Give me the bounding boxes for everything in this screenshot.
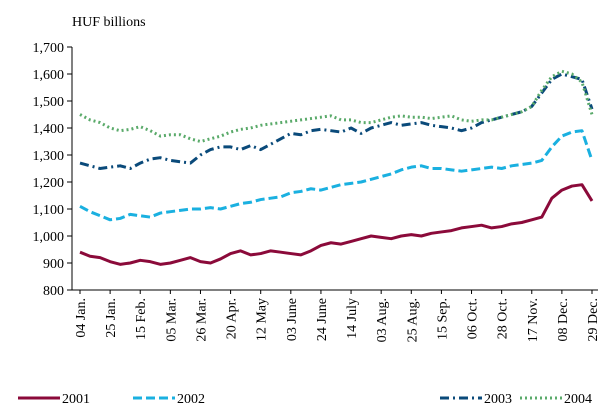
x-tick-label: 15 Sep.	[435, 298, 450, 340]
x-tick-label: 12 May	[255, 298, 270, 341]
legend-label: 2003	[484, 392, 512, 407]
line-series	[79, 72, 594, 170]
y-tick-label: 1,000	[33, 230, 65, 245]
y-tick-label: 1,500	[33, 95, 65, 110]
x-tick-label: 25 Jan.	[104, 298, 119, 338]
y-tick-label: 1,200	[33, 176, 65, 191]
x-tick-label: 14 July	[345, 298, 360, 339]
y-tick-label: 1,700	[33, 41, 65, 56]
x-tick-label: 29 Dec.	[586, 298, 601, 342]
line-series	[79, 183, 594, 266]
y-tick-label: 1,100	[33, 203, 65, 218]
y-tick-label: 1,400	[33, 122, 65, 137]
line-series	[79, 69, 594, 143]
x-tick-label: 20 Apr.	[225, 298, 240, 339]
y-tick-label: 900	[43, 257, 64, 272]
legend-label: 2001	[62, 392, 90, 407]
y-tick-label: 1,300	[33, 149, 65, 164]
legend-label: 2002	[177, 392, 205, 407]
x-tick-label: 26 Mar.	[194, 298, 209, 342]
legend-label: 2004	[564, 392, 592, 407]
x-tick-label: 24 June	[315, 298, 330, 341]
y-tick-label: 1,600	[33, 68, 65, 83]
x-tick-label: 28 Oct.	[496, 298, 511, 339]
x-tick-label: 08 Dec.	[556, 298, 571, 342]
x-tick-label: 03 June	[285, 298, 300, 341]
x-tick-label: 17 Nov.	[526, 298, 541, 342]
x-tick-label: 04 Jan.	[74, 298, 89, 338]
x-tick-label: 03 Aug.	[375, 298, 390, 342]
line-series	[79, 129, 594, 222]
y-tick-label: 800	[43, 284, 64, 299]
x-tick-label: 15 Feb.	[134, 298, 149, 340]
y-axis-label: HUF billions	[72, 15, 146, 30]
x-tick-label: 25 Aug.	[405, 298, 420, 342]
x-tick-label: 06 Oct.	[466, 298, 481, 339]
x-tick-label: 05 Mar.	[164, 298, 179, 342]
